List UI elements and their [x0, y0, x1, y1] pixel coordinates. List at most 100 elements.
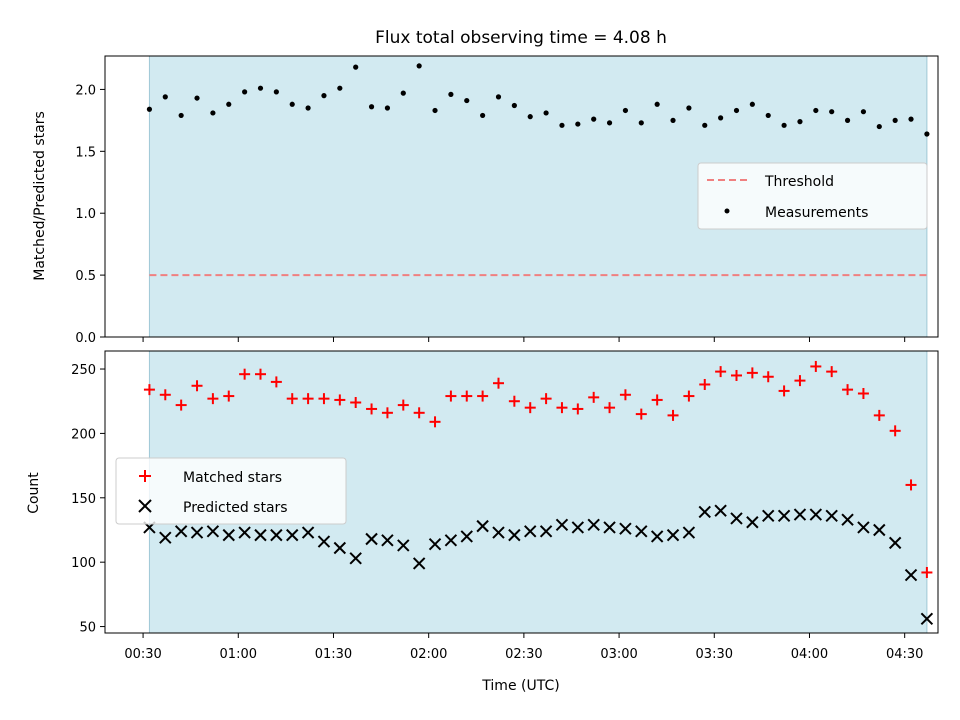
top-legend: Threshold Measurements — [697, 162, 928, 230]
x-b — [333, 541, 347, 555]
x-b — [412, 557, 426, 570]
x-b — [174, 525, 188, 538]
matched-star-point — [175, 399, 187, 411]
predicted-star-point — [444, 534, 458, 547]
x-b — [492, 526, 505, 539]
measurement-point — [400, 90, 406, 96]
bottom-y-axis-label: Count — [26, 472, 42, 514]
x-b — [159, 531, 172, 544]
measurement-point — [210, 110, 216, 116]
matched-star-point — [270, 376, 282, 388]
x-b — [587, 518, 600, 532]
measurement-point — [908, 116, 914, 122]
matched-star-point — [302, 393, 314, 405]
predicted-star-point — [730, 512, 743, 525]
top-ytick-label: 2.0 — [75, 83, 96, 98]
bottom-panel: 50 100 150 200 250 00:30 01:00 01:30 02:00 02:30… — [26, 350, 939, 694]
predicted-star-point — [841, 513, 854, 526]
matched-star-point — [730, 369, 742, 381]
matched-star-point — [794, 375, 806, 387]
predicted-star-point — [492, 526, 505, 539]
x-b — [571, 521, 585, 534]
bottom-axes-frame — [104, 350, 939, 634]
x-b — [428, 537, 442, 551]
xtick-label: 04:00 — [791, 647, 828, 662]
x-b — [698, 505, 711, 519]
x-b — [397, 539, 410, 552]
x-b — [555, 518, 569, 532]
predicted-star-point — [888, 536, 902, 550]
x-b — [888, 536, 902, 550]
x-b — [873, 523, 886, 537]
predicted-star-point — [635, 525, 648, 538]
predicted-star-point — [762, 509, 775, 523]
x-b — [381, 534, 394, 547]
predicted-star-point — [381, 534, 394, 547]
predicted-star-point — [793, 508, 807, 521]
predicted-star-point — [555, 518, 569, 532]
measurement-point — [257, 85, 264, 91]
bottom-ytick-label: 150 — [71, 492, 96, 507]
x-b — [857, 521, 870, 534]
measurement-point — [591, 116, 597, 122]
x-b — [476, 519, 489, 533]
predicted-star-point — [825, 509, 838, 523]
predicted-star-point — [698, 505, 711, 519]
x-b — [666, 528, 680, 542]
x-b — [603, 521, 616, 534]
matched-star-point — [223, 390, 235, 402]
matched-star-point — [762, 371, 774, 383]
measurement-point — [702, 122, 708, 128]
matched-star-point — [667, 409, 679, 421]
x-b — [206, 525, 220, 538]
x-b — [238, 526, 251, 539]
measurements-legend-swatch — [724, 208, 730, 214]
x-b — [190, 526, 204, 539]
matched-star-point — [604, 402, 616, 414]
x-b — [349, 552, 362, 565]
predicted-stars-legend-label: Predicted stars — [183, 500, 288, 516]
predicted-star-point — [746, 516, 759, 529]
xtick-label: 02:00 — [410, 647, 447, 662]
matched-stars-legend-swatch — [139, 470, 151, 482]
measurement-point — [543, 110, 549, 116]
predicted-star-point — [539, 525, 553, 538]
x-axis-label: Time (UTC) — [481, 678, 559, 694]
predicted-star-point — [571, 521, 585, 534]
measurement-point — [273, 89, 279, 95]
predicted-star-point — [412, 557, 426, 570]
x-b — [317, 535, 331, 548]
matched-star-point — [143, 384, 155, 396]
predicted-star-point — [254, 528, 267, 542]
predicted-star-point — [809, 508, 823, 521]
matched-star-point — [239, 368, 251, 380]
x-b — [777, 509, 791, 523]
measurement-point — [622, 107, 629, 114]
predicted-star-point — [587, 518, 600, 532]
xtick-label: 03:00 — [600, 647, 637, 662]
predicted-star-point — [222, 528, 235, 542]
matched-star-point — [889, 425, 901, 437]
matched-star-point — [366, 403, 378, 415]
predicted-star-point — [682, 526, 696, 539]
predicted-star-point — [174, 525, 188, 538]
measurement-point — [432, 107, 438, 114]
predicted-star-point — [270, 528, 283, 542]
measurement-point — [495, 94, 502, 100]
matched-star-point — [207, 393, 219, 405]
predicted-star-point — [920, 612, 934, 626]
matched-star-point — [873, 409, 885, 421]
measurement-point — [654, 101, 660, 107]
matched-star-point — [572, 403, 584, 415]
x-b — [682, 526, 696, 539]
matched-star-point — [477, 390, 489, 402]
top-y-axis-label: Matched/Predicted stars — [32, 111, 48, 281]
matched-star-point — [524, 402, 536, 414]
measurement-point — [384, 105, 391, 111]
matched-star-point — [159, 389, 171, 401]
matched-star-point — [826, 366, 838, 378]
top-x-axis-ticks — [142, 337, 906, 342]
predicted-star-point — [365, 532, 378, 546]
predicted-star-point — [206, 525, 220, 538]
matched-star-point — [334, 394, 346, 406]
